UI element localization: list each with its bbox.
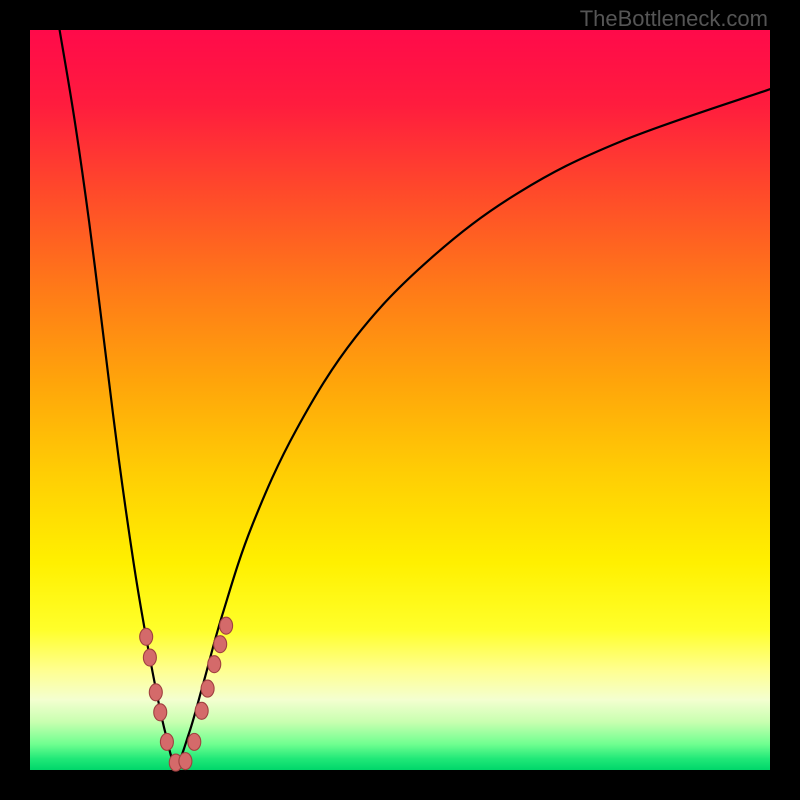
- data-marker: [140, 628, 153, 645]
- data-marker: [214, 636, 227, 653]
- data-marker: [201, 680, 214, 697]
- data-marker: [160, 733, 173, 750]
- watermark-text: TheBottleneck.com: [580, 6, 768, 32]
- data-marker: [220, 617, 233, 634]
- data-marker: [154, 704, 167, 721]
- plot-area: [30, 30, 770, 770]
- data-marker: [179, 753, 192, 770]
- curve-overlay: [30, 30, 770, 770]
- data-marker: [195, 702, 208, 719]
- marker-group: [140, 617, 233, 771]
- data-marker: [149, 684, 162, 701]
- data-marker: [208, 656, 221, 673]
- chart-container: TheBottleneck.com: [0, 0, 800, 800]
- data-marker: [188, 733, 201, 750]
- bottleneck-curve: [60, 30, 770, 764]
- data-marker: [143, 649, 156, 666]
